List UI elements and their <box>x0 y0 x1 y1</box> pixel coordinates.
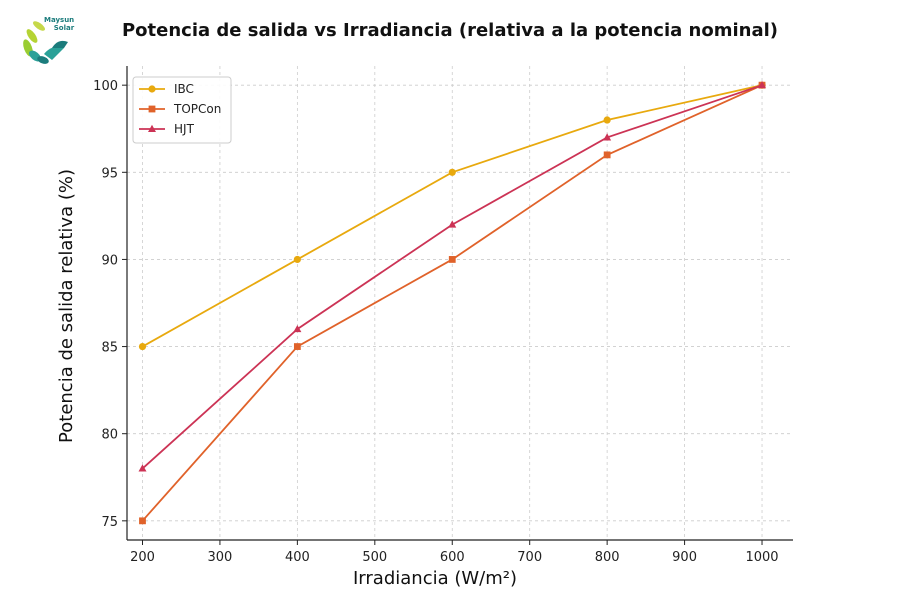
data-point-hjt <box>603 133 612 141</box>
data-point-hjt <box>293 324 302 333</box>
data-point-hjt <box>448 220 457 228</box>
legend-item-ibc: IBC <box>139 82 194 96</box>
tick-labels: 200 300 400 500 600 700 800 900 1000 75 80 85 90 95 10… <box>93 79 778 565</box>
y-tick-label: 95 <box>101 166 118 181</box>
chart-title: Potencia de salida vs Irradiancia (relat… <box>122 20 778 41</box>
legend-marker <box>148 85 156 93</box>
x-tick-label: 900 <box>672 550 697 565</box>
brand-name-line1: Maysun <box>44 16 75 24</box>
data-point-ibc <box>138 342 147 351</box>
data-point-topcon <box>448 256 456 263</box>
legend-box <box>132 76 232 144</box>
leaf-sun-logo-icon <box>23 21 68 64</box>
x-tick-label: 500 <box>362 550 387 565</box>
x-tick-label: 700 <box>517 550 542 565</box>
y-axis-label: Potencia de salida relativa (%) <box>56 169 77 443</box>
y-tick-label: 90 <box>101 253 118 268</box>
legend-item-topcon: TOPCon <box>139 102 221 116</box>
legend-marker <box>148 105 156 113</box>
x-axis-label: Irradiancia (W/m²) <box>353 568 517 589</box>
x-tick-label: 400 <box>285 550 310 565</box>
series-hjt <box>138 80 767 472</box>
x-tick-label: 200 <box>130 550 155 565</box>
y-tick-label: 85 <box>101 341 118 356</box>
brand-name: Maysun Solar <box>44 16 74 32</box>
x-tick-label: 1000 <box>745 550 778 565</box>
legend-label: TOPCon <box>173 102 221 116</box>
legend: IBC TOPCon HJT <box>132 76 232 144</box>
data-point-ibc <box>603 116 611 124</box>
x-tick-label: 800 <box>595 550 620 565</box>
y-tick-label: 75 <box>101 515 118 530</box>
legend-marker <box>148 124 156 132</box>
brand-name-line2: Solar <box>53 24 75 32</box>
legend-label: IBC <box>174 82 194 96</box>
brand-logo <box>18 8 80 66</box>
data-point-topcon <box>139 517 146 525</box>
data-point-ibc <box>448 168 456 176</box>
axes <box>122 66 793 545</box>
y-tick-label: 80 <box>101 428 118 443</box>
data-point-topcon <box>603 151 611 159</box>
x-tick-label: 300 <box>208 550 233 565</box>
series-group <box>138 80 767 525</box>
data-point-hjt <box>758 80 767 89</box>
data-point-ibc <box>293 255 301 264</box>
y-tick-label: 100 <box>93 79 118 94</box>
data-point-topcon <box>293 343 301 350</box>
legend-item-hjt: HJT <box>139 122 195 136</box>
legend-label: HJT <box>174 122 195 136</box>
data-point-hjt <box>138 464 147 472</box>
x-tick-label: 600 <box>440 550 465 565</box>
